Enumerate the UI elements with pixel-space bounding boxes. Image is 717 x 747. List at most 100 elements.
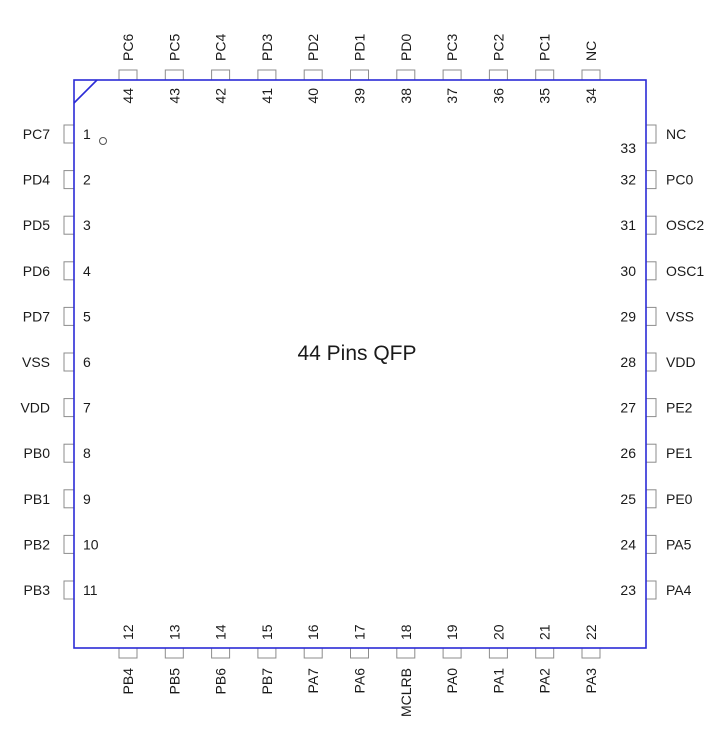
pin-number-label: 37 — [444, 88, 460, 104]
pin-lead — [645, 352, 657, 372]
pin-number-label: 32 — [620, 172, 636, 188]
pin-number-label: 27 — [620, 400, 636, 416]
pin-lead — [350, 647, 369, 659]
pin-lead — [211, 647, 231, 659]
pin-lead — [645, 580, 657, 600]
pin-lead — [303, 647, 323, 659]
pin-number-label: 38 — [398, 88, 414, 104]
pin-number-label: 10 — [83, 536, 99, 552]
pin-name-label: PD0 — [398, 34, 414, 61]
pin-name-label: PE2 — [666, 400, 693, 416]
pin-lead — [645, 489, 657, 509]
pin-lead — [645, 306, 657, 326]
pin-name-label: PD6 — [23, 263, 50, 279]
pin-name-label: NC — [583, 41, 599, 61]
pin-number-label: 33 — [620, 140, 636, 156]
chip-body — [73, 79, 647, 649]
pin-name-label: PB2 — [24, 536, 51, 552]
pin-name-label: PE0 — [666, 491, 693, 507]
pin-number-label: 34 — [583, 88, 599, 104]
pin-name-label: PC0 — [666, 172, 693, 188]
pin-lead — [645, 443, 657, 463]
pin-lead — [645, 398, 657, 418]
pin-number-label: 2 — [83, 172, 91, 188]
pin-number-label: 24 — [620, 536, 636, 552]
pin-number-label: 36 — [490, 88, 506, 104]
pin-number-label: 17 — [352, 624, 368, 640]
pin-lead — [257, 69, 277, 81]
pin-name-label: VSS — [666, 308, 694, 324]
pin-lead — [488, 69, 508, 81]
pin-number-label: 6 — [83, 354, 91, 370]
pin-lead — [118, 69, 138, 81]
pin-number-label: 16 — [305, 624, 321, 640]
pin-name-label: PB3 — [24, 582, 51, 598]
pin-lead — [63, 306, 75, 326]
pin-number-label: 42 — [213, 88, 229, 104]
pin-name-label: PB0 — [24, 445, 51, 461]
pin-name-label: VDD — [666, 354, 696, 370]
pin-lead — [63, 489, 75, 509]
pin-lead — [63, 398, 75, 418]
pins-layer — [63, 69, 657, 659]
pin-number-label: 35 — [537, 88, 553, 104]
pin-lead — [581, 69, 601, 81]
pin-name-label: PD5 — [23, 217, 50, 233]
pin-lead — [164, 69, 184, 81]
pin-lead — [63, 534, 75, 554]
pin-name-label: VSS — [22, 354, 50, 370]
pin-number-label: 31 — [620, 217, 636, 233]
pin-name-label: OSC2 — [666, 217, 704, 233]
pin1-corner-mark — [73, 79, 98, 104]
pin-number-label: 23 — [620, 582, 636, 598]
pin-lead — [645, 261, 657, 281]
pin-name-label: PA5 — [666, 536, 692, 552]
pin-name-label: MCLRB — [398, 668, 414, 717]
pin-number-label: 18 — [398, 624, 414, 640]
pin-number-label: 8 — [83, 445, 91, 461]
pin-name-label: PD2 — [305, 34, 321, 61]
pin-lead — [63, 170, 75, 190]
pin-name-label: PB5 — [166, 668, 182, 695]
pin-name-label: PA6 — [352, 668, 368, 694]
pin-name-label: PC7 — [23, 126, 50, 142]
pin-number-label: 3 — [83, 217, 91, 233]
pin-lead — [63, 352, 75, 372]
chip-title: 44 Pins QFP — [297, 342, 416, 365]
pin-name-label: OSC1 — [666, 263, 704, 279]
pin-name-label: PE1 — [666, 445, 693, 461]
pin-name-label: PA0 — [444, 668, 460, 694]
pin-lead — [63, 215, 75, 235]
pin-number-label: 1 — [83, 126, 91, 142]
pin-name-label: PA2 — [537, 668, 553, 694]
labels-layer: PC7 1 PD4 2 PD5 3 PD6 4 PD7 5 VSS 6 VDD 7 PB0 8 PB1 9 PB2 1… — [20, 34, 704, 717]
pin-name-label: PB6 — [213, 668, 229, 695]
pin-number-label: 39 — [352, 88, 368, 104]
pin-name-label: VDD — [20, 400, 50, 416]
pin-number-label: 4 — [83, 263, 91, 279]
pin-lead — [257, 647, 277, 659]
pin-lead — [396, 647, 416, 659]
pin-number-label: 11 — [83, 582, 98, 598]
pin-name-label: PD1 — [352, 34, 368, 61]
pin-lead — [63, 443, 75, 463]
pin-number-label: 22 — [583, 624, 599, 640]
pin-name-label: NC — [666, 126, 686, 142]
pin-number-label: 20 — [490, 624, 506, 640]
pin-number-label: 44 — [120, 88, 136, 104]
pin-name-label: PC3 — [444, 34, 460, 61]
pin-lead — [303, 69, 323, 81]
pin-name-label: PB4 — [120, 668, 136, 695]
pin-name-label: PA7 — [305, 668, 321, 694]
pin-name-label: PA1 — [490, 668, 506, 694]
pin-name-label: PD4 — [23, 172, 50, 188]
pin-lead — [645, 124, 657, 144]
pin-number-label: 21 — [537, 624, 553, 640]
pin-number-label: 9 — [83, 491, 91, 507]
pin-number-label: 43 — [166, 88, 182, 104]
pin-number-label: 13 — [166, 624, 182, 640]
pin-lead — [350, 69, 369, 81]
pin-lead — [645, 215, 657, 235]
pin-name-label: PA4 — [666, 582, 692, 598]
